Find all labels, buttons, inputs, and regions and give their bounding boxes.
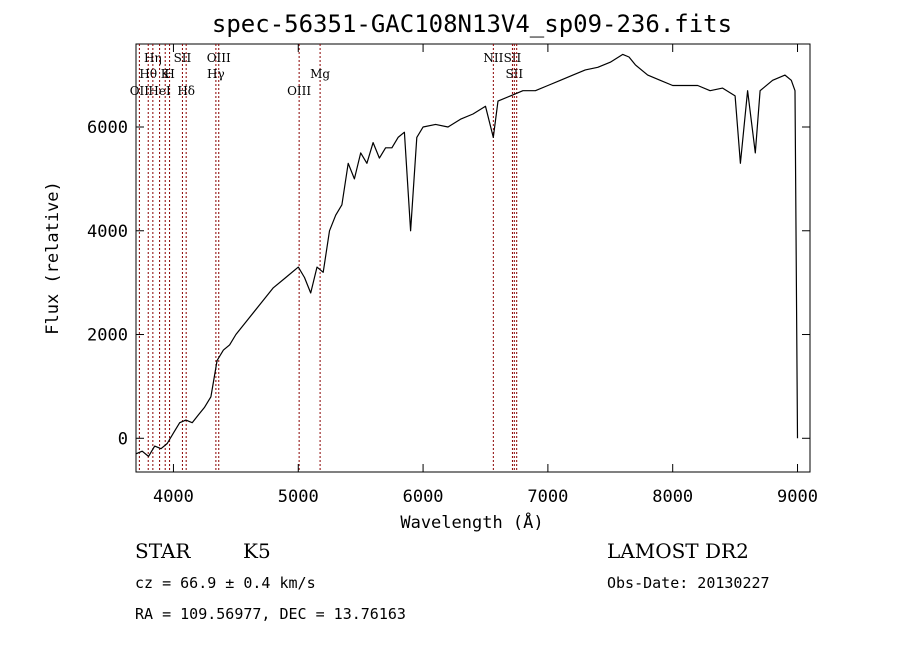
y-tick-label: 2000 xyxy=(87,326,128,346)
line-marker-label: OII xyxy=(130,84,150,98)
coords-text: RA = 109.56977, DEC = 13.76163 xyxy=(135,605,406,623)
chart-title: spec-56351-GAC108N13V4_sp09-236.fits xyxy=(212,10,732,38)
line-marker-label: Hη xyxy=(144,51,162,65)
object-class: STAR xyxy=(135,539,191,563)
x-tick-label: 9000 xyxy=(777,487,818,507)
line-marker-label: H xyxy=(164,67,174,81)
x-tick-label: 6000 xyxy=(403,487,444,507)
spectrum-line xyxy=(135,53,799,457)
line-marker-label: SII xyxy=(505,67,523,81)
line-marker-label: OIII xyxy=(207,51,231,65)
x-tick-label: 8000 xyxy=(652,487,693,507)
axis-ticks: 4000 5000 6000 7000 8000 9000 0 2000 4000 6000 xyxy=(87,44,818,507)
x-axis-label: Wavelength (Å) xyxy=(400,511,543,533)
obs-date-text: Obs-Date: 20130227 xyxy=(607,574,770,592)
line-marker-label: K xyxy=(161,67,171,81)
survey-name: LAMOST DR2 xyxy=(607,539,749,563)
line-marker-label: NII xyxy=(483,51,503,65)
line-marker-label: HeI xyxy=(148,84,171,98)
y-tick-label: 6000 xyxy=(87,118,128,138)
line-marker-label: SII xyxy=(504,51,522,65)
x-tick-label: 7000 xyxy=(527,487,568,507)
line-marker-label: Hθ xyxy=(139,67,157,81)
object-subclass: K5 xyxy=(243,539,271,563)
series-layer xyxy=(135,53,799,457)
x-tick-label: 5000 xyxy=(278,487,319,507)
line-marker-label: Hγ xyxy=(207,67,225,81)
line-marker-label: Mg xyxy=(310,67,330,81)
y-tick-label: 0 xyxy=(118,429,128,449)
line-marker-label: Hδ xyxy=(177,84,195,98)
y-tick-label: 4000 xyxy=(87,222,128,242)
y-axis-label: Flux (relative) xyxy=(43,181,63,335)
redshift-text: cz = 66.9 ± 0.4 km/s xyxy=(135,574,316,592)
plot-frame xyxy=(135,43,811,473)
x-tick-label: 4000 xyxy=(153,487,194,507)
line-marker-label: OIII xyxy=(287,84,311,98)
line-marker-label: SII xyxy=(174,51,192,65)
